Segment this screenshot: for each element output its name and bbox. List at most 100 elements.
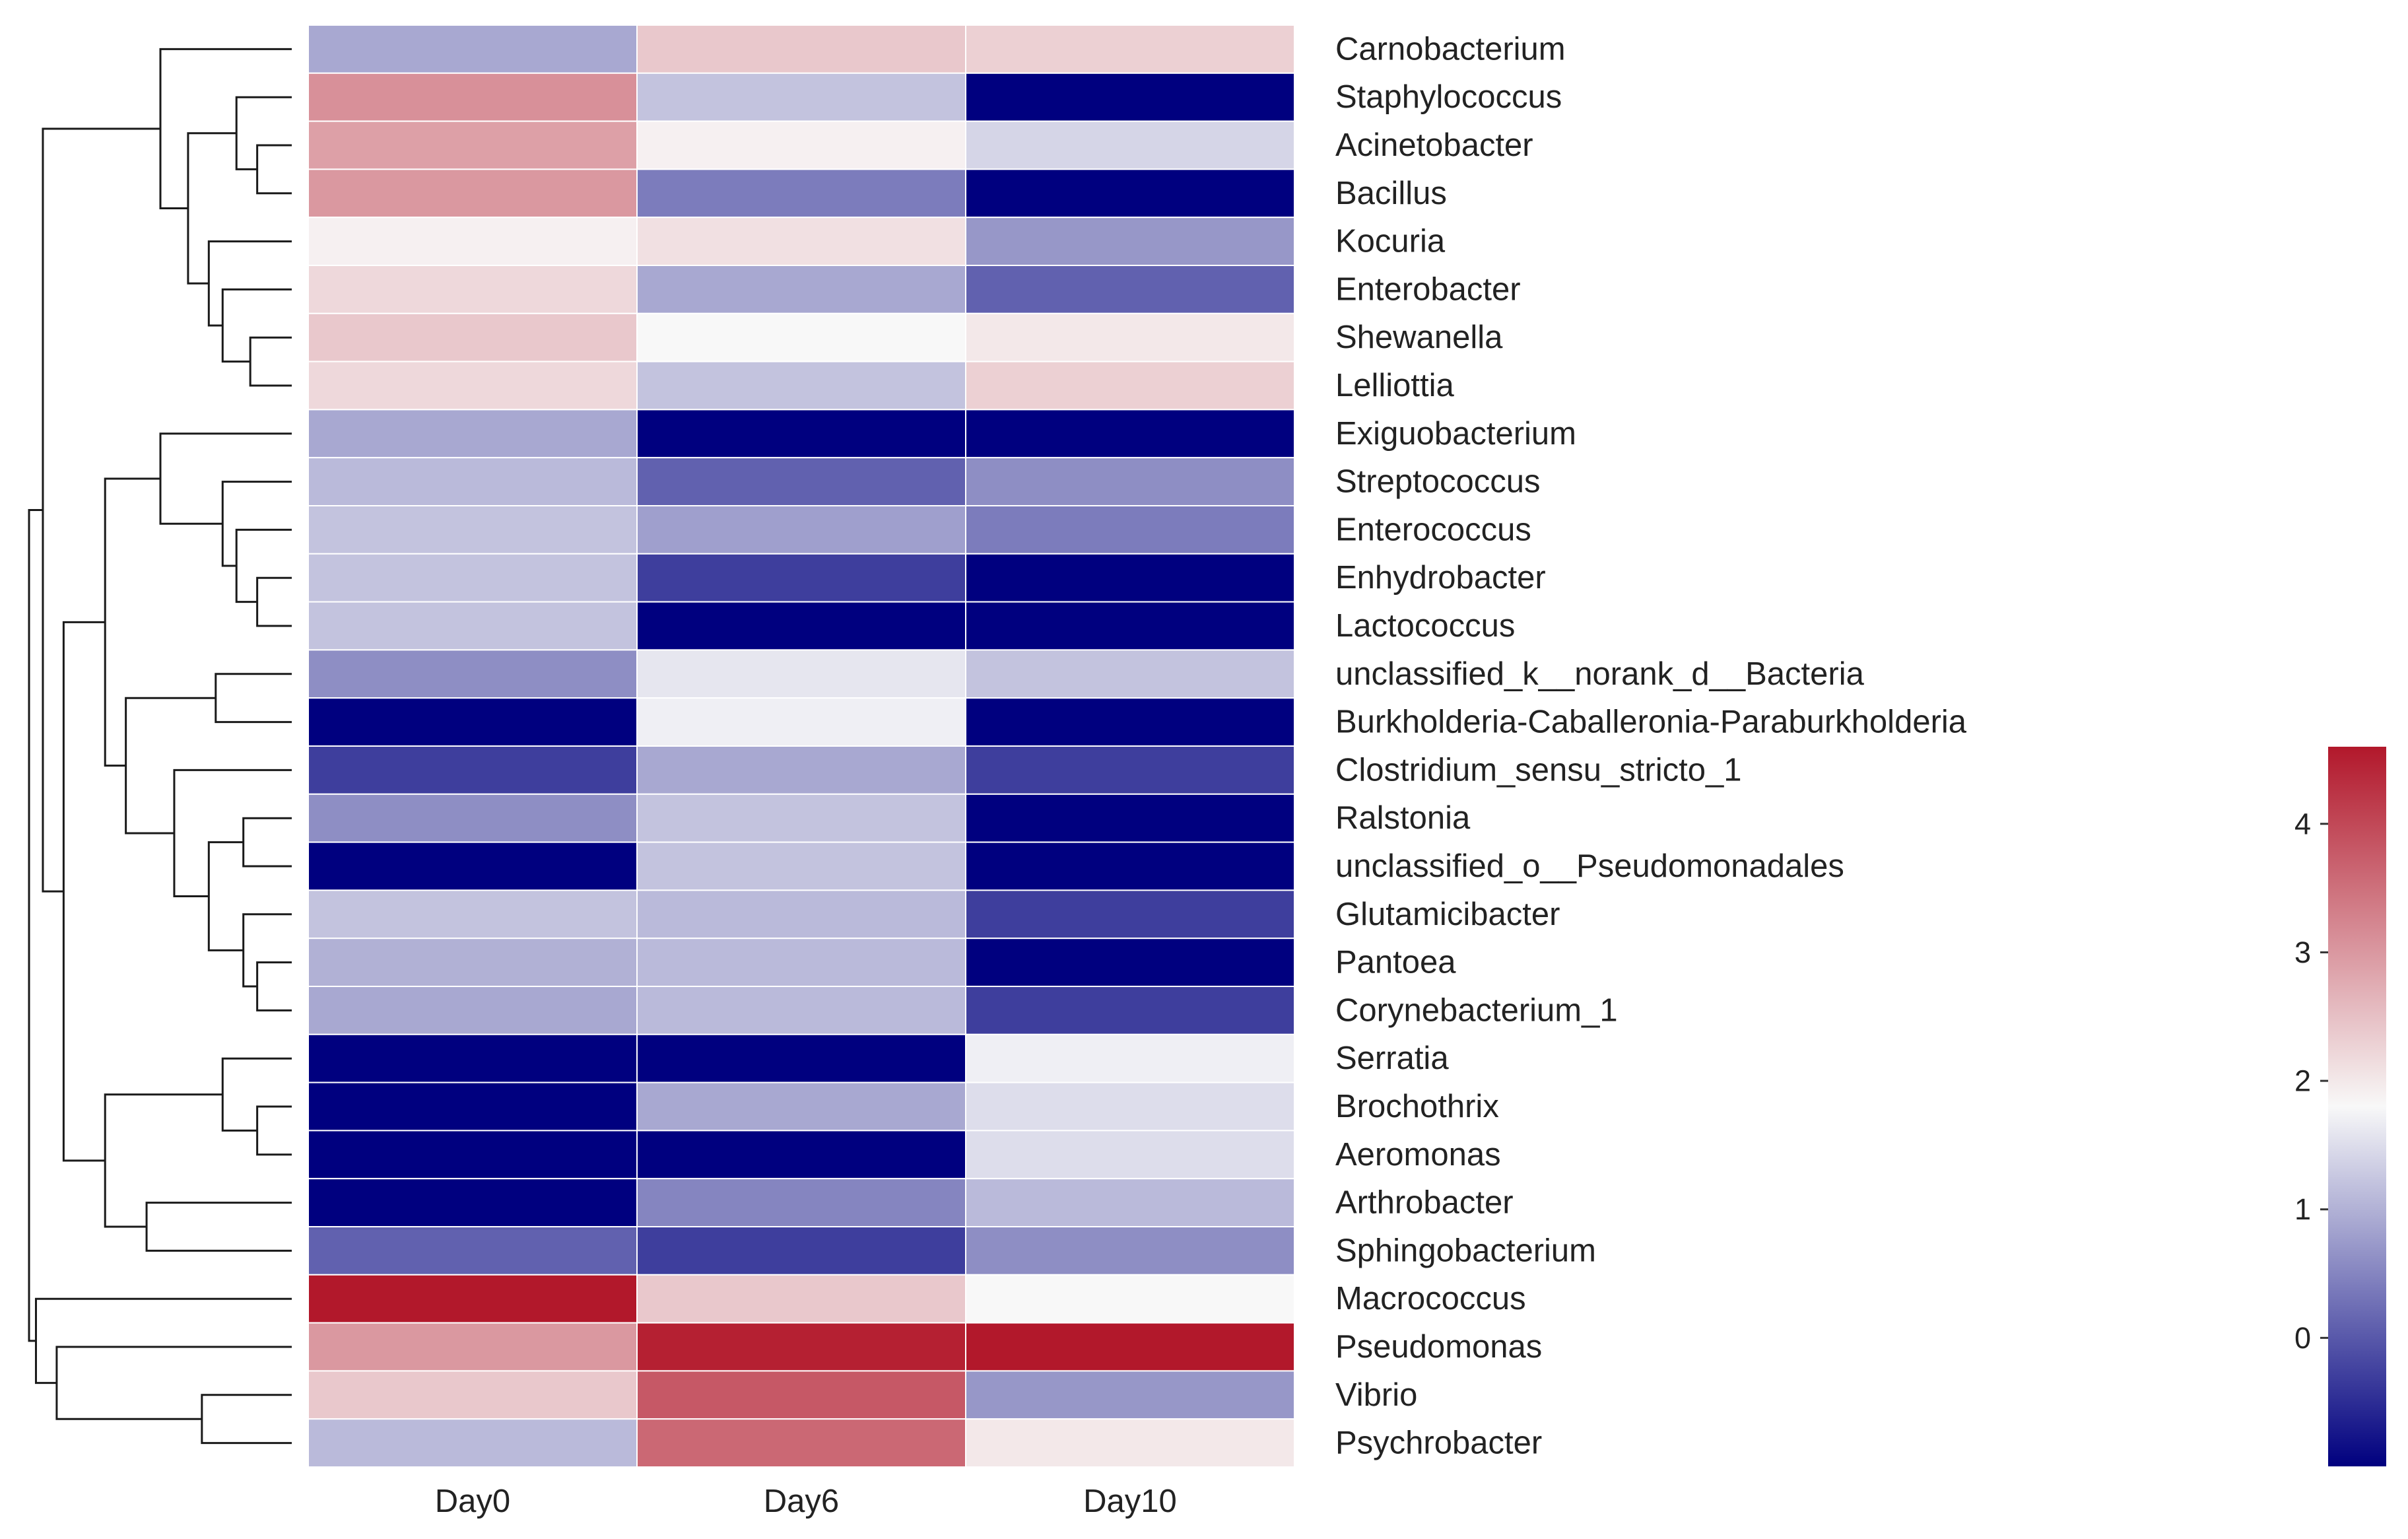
heatmap-cell xyxy=(636,505,966,555)
heatmap-cell xyxy=(636,1178,966,1227)
row-label: Bacillus xyxy=(1335,176,1447,211)
heatmap-cell xyxy=(308,649,638,699)
heatmap-cell xyxy=(965,986,1295,1035)
dendrogram-branch xyxy=(173,769,292,897)
heatmap-cell xyxy=(308,1322,638,1372)
heatmap-cell xyxy=(308,841,638,891)
heatmap-cell xyxy=(308,360,638,411)
heatmap-cell xyxy=(965,409,1295,459)
column-label: Day10 xyxy=(1083,1484,1177,1519)
heatmap-cell xyxy=(965,601,1295,651)
heatmap-cell xyxy=(965,168,1295,219)
heatmap-cell xyxy=(965,1081,1295,1132)
heatmap-cell xyxy=(965,24,1295,74)
heatmap-cell xyxy=(636,1033,966,1083)
heatmap-cell xyxy=(308,120,638,170)
row-label: Pseudomonas xyxy=(1335,1329,1542,1365)
heatmap-cell xyxy=(636,1274,966,1324)
heatmap-cell xyxy=(965,457,1295,507)
heatmap-cell xyxy=(308,697,638,747)
dendrogram-branch xyxy=(62,621,106,1162)
column-label: Day6 xyxy=(764,1484,839,1519)
heatmap-cell xyxy=(636,457,966,507)
heatmap-cell xyxy=(636,889,966,940)
dendrogram-branch xyxy=(207,841,244,951)
row-label: Ralstonia xyxy=(1335,800,1471,836)
heatmap-cell xyxy=(636,24,966,74)
heatmap-cell xyxy=(308,265,638,314)
heatmap-cell xyxy=(636,1226,966,1276)
heatmap-cell xyxy=(636,312,966,362)
heatmap-cell xyxy=(965,265,1295,314)
dendrogram-branch xyxy=(125,697,216,835)
heatmap-cell xyxy=(965,1322,1295,1372)
heatmap-cell xyxy=(636,360,966,411)
dendrogram-branch xyxy=(235,528,292,603)
row-label: Sphingobacterium xyxy=(1335,1233,1596,1268)
colorbar-tick-label: 2 xyxy=(2294,1064,2311,1098)
heatmap-cell xyxy=(308,1226,638,1276)
heatmap-cell xyxy=(965,217,1295,267)
heatmap-cell xyxy=(308,505,638,555)
heatmap-cell xyxy=(965,1370,1295,1420)
heatmap-cell xyxy=(965,889,1295,940)
heatmap-cell xyxy=(636,1081,966,1132)
heatmap-cell xyxy=(636,409,966,459)
dendrogram-branch xyxy=(215,673,292,724)
row-label: Vibrio xyxy=(1335,1377,1417,1413)
heatmap-cell xyxy=(308,889,638,940)
dendrogram-branch xyxy=(221,288,292,363)
heatmap-cell xyxy=(308,1370,638,1420)
heatmap-cell xyxy=(636,697,966,747)
heatmap-cell xyxy=(636,217,966,267)
dendrogram-branch xyxy=(28,509,43,1342)
dendrogram-branch xyxy=(256,1105,292,1156)
heatmap-cell xyxy=(965,793,1295,843)
row-label: Pantoea xyxy=(1335,945,1456,980)
heatmap-cell xyxy=(965,938,1295,987)
row-label: Enterobacter xyxy=(1335,271,1521,307)
row-label: Brochothrix xyxy=(1335,1089,1499,1124)
row-label: Arthrobacter xyxy=(1335,1185,1514,1221)
dendrogram-branch xyxy=(242,817,292,868)
row-label: Psychrobacter xyxy=(1335,1425,1542,1461)
dendrogram-branch xyxy=(235,96,292,170)
row-dendrogram xyxy=(28,48,292,1445)
heatmap-cell xyxy=(965,1418,1295,1468)
heatmap-cell xyxy=(965,312,1295,362)
row-label: Aeromonas xyxy=(1335,1137,1501,1173)
row-label: Clostridium_sensu_stricto_1 xyxy=(1335,752,1742,788)
heatmap-cell xyxy=(308,1418,638,1468)
colorbar-tick-label: 4 xyxy=(2294,807,2311,840)
heatmap-cell xyxy=(308,457,638,507)
row-label: Glutamicibacter xyxy=(1335,897,1560,932)
heatmap-cell xyxy=(636,120,966,170)
dendrogram-branch xyxy=(242,913,292,988)
heatmap-cell xyxy=(636,601,966,651)
heatmap-cell xyxy=(965,360,1295,411)
colorbar-tick-label: 1 xyxy=(2294,1192,2311,1226)
heatmap-cell xyxy=(965,1274,1295,1324)
dendrogram-branch xyxy=(145,1202,292,1252)
heatmap-cell xyxy=(965,697,1295,747)
heatmap-cell xyxy=(636,72,966,122)
dendrogram-branch xyxy=(55,1346,292,1420)
heatmap-cell xyxy=(965,120,1295,170)
heatmap-cell xyxy=(636,986,966,1035)
dendrogram-branch xyxy=(201,1394,292,1445)
row-label: Exiguobacterium xyxy=(1335,416,1576,452)
colorbar-gradient xyxy=(2328,747,2386,1466)
heatmap-cell xyxy=(636,1418,966,1468)
row-label: Shewanella xyxy=(1335,320,1503,355)
heatmap-cell xyxy=(965,72,1295,122)
dendrogram-branch xyxy=(104,1093,223,1228)
dendrogram-branch xyxy=(256,576,292,627)
heatmap-cell xyxy=(308,1033,638,1083)
heatmap-cell xyxy=(636,938,966,987)
heatmap-cell xyxy=(636,745,966,795)
heatmap-cell xyxy=(965,1226,1295,1276)
heatmap-cell xyxy=(636,793,966,843)
heatmap-cell xyxy=(636,553,966,603)
heatmap-cell xyxy=(308,1130,638,1180)
